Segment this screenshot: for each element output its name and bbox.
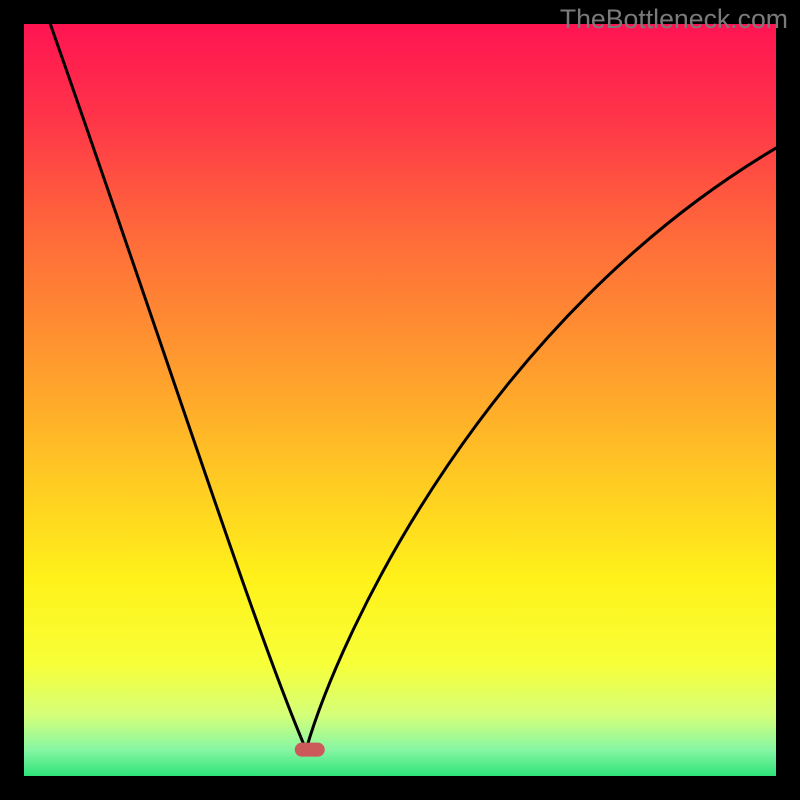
watermark-text: TheBottleneck.com <box>560 4 788 35</box>
bottleneck-chart-frame: TheBottleneck.com <box>0 0 800 800</box>
chart-background-gradient <box>24 24 776 776</box>
bottleneck-chart <box>0 0 800 800</box>
optimum-marker <box>295 743 325 757</box>
